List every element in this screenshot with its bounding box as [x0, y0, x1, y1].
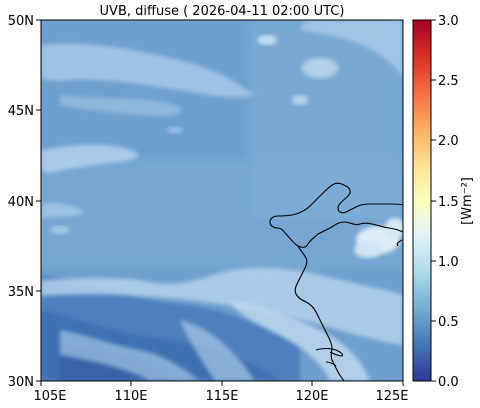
- lat-tick-label: 40N: [8, 195, 34, 210]
- lon-tick-label: 115E: [205, 389, 238, 404]
- lon-tick-label: 125E: [375, 389, 408, 404]
- colorbar-tick-label: 3.0: [438, 14, 459, 29]
- map-title: UVB, diffuse ( 2026-04-11 02:00 UTC): [100, 4, 345, 19]
- latitude-axis: [36, 19, 41, 382]
- colorbar-tick-label: 0.5: [438, 315, 459, 330]
- lon-tick-label: 105E: [33, 389, 66, 404]
- longitude-axis: [40, 381, 404, 386]
- lat-tick-label: 45N: [8, 104, 34, 119]
- coastline: [269, 182, 403, 381]
- lat-tick-label: 30N: [8, 375, 34, 390]
- colorbar-tick-label: 2.5: [438, 74, 459, 89]
- colorbar: 3.0 2.5 2.0 1.5 1.0 0.5 0.0 [Wm⁻²]: [412, 14, 475, 390]
- uvb-diffuse-field: [41, 20, 403, 381]
- lat-tick-label: 35N: [8, 285, 34, 300]
- colorbar-label: [Wm⁻²]: [460, 177, 475, 225]
- colorbar-tick-label: 1.0: [438, 255, 459, 270]
- cloud-band-north: [41, 43, 255, 98]
- lon-tick-label: 110E: [114, 389, 147, 404]
- colorbar-gradient: [412, 19, 432, 382]
- colorbar-tick-label: 0.0: [438, 375, 459, 390]
- colorbar-tick-label: 1.5: [438, 195, 459, 210]
- colorbar-tick-label: 2.0: [438, 134, 459, 149]
- cloud-band-west: [41, 144, 138, 173]
- cloud-band-south: [41, 267, 403, 345]
- lat-tick-label: 50N: [8, 14, 34, 29]
- lon-tick-label: 120E: [295, 389, 328, 404]
